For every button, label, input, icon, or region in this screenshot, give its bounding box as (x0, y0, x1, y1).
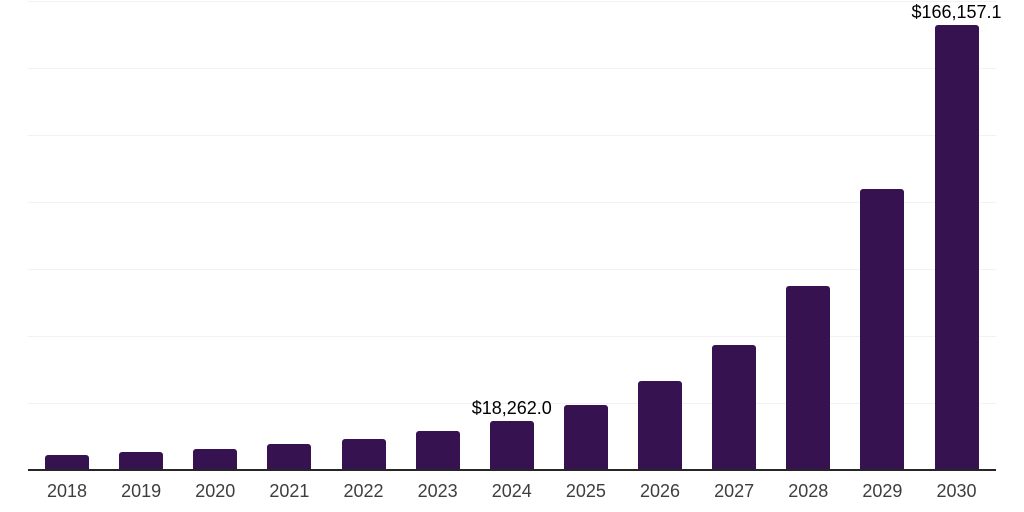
bar-2030 (934, 24, 979, 470)
x-tick-2030: 2030 (936, 481, 977, 501)
bar-2020 (193, 449, 238, 470)
x-tick-2028: 2028 (788, 481, 829, 501)
gridline-175000 (28, 1, 996, 2)
gridline-50000 (28, 336, 996, 337)
bar-2018 (45, 454, 89, 470)
x-tick-2020: 2020 (195, 481, 236, 501)
x-tick-2024: 2024 (491, 481, 532, 501)
x-tick-2027: 2027 (714, 481, 755, 501)
bar-2019 (119, 452, 164, 470)
x-tick-2026: 2026 (639, 481, 681, 501)
data-label-2030: $166,157.1 (911, 1, 1002, 22)
gridline-100000 (28, 202, 996, 203)
gridline-25000 (28, 403, 996, 404)
x-tick-2018: 2018 (46, 481, 88, 501)
x-tick-2019: 2019 (121, 481, 162, 501)
bar-2027 (712, 345, 757, 470)
data-label-2024: $18,262.0 (471, 398, 552, 419)
x-axis-line (28, 469, 996, 471)
bar-2022 (341, 438, 386, 470)
bar-2026 (638, 381, 682, 470)
gridline-150000 (28, 68, 996, 69)
bar-2025 (563, 405, 608, 470)
x-tick-2022: 2022 (343, 481, 384, 501)
bar-2029 (860, 188, 905, 470)
bar-2028 (786, 285, 831, 470)
x-tick-2023: 2023 (417, 481, 458, 501)
bar-2024 (489, 421, 534, 470)
gridline-125000 (28, 135, 996, 136)
x-tick-2021: 2021 (269, 481, 310, 501)
bar-2021 (267, 444, 312, 470)
x-tick-2029: 2029 (862, 481, 903, 501)
x-tick-2025: 2025 (565, 481, 606, 501)
gridline-75000 (28, 269, 996, 270)
bar-2023 (415, 431, 460, 470)
